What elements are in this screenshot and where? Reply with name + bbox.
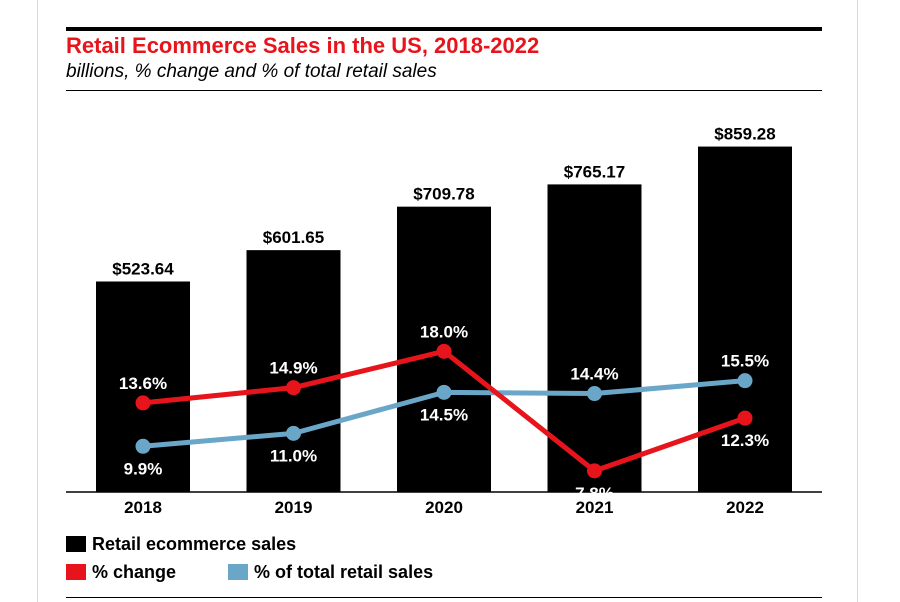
share-point-2020	[436, 384, 452, 400]
change-point-2019	[286, 380, 301, 396]
frame-left-border	[37, 0, 38, 602]
legend-label-change: % change	[92, 561, 177, 582]
legend-item-change: % change	[66, 562, 176, 583]
x-tick-label-2022: 2022	[726, 498, 764, 517]
bar-value-label-2021: $765.17	[564, 162, 625, 181]
share-point-2018	[135, 438, 151, 454]
share-point-2019	[286, 425, 301, 441]
change-label-2019: 14.9%	[269, 359, 317, 378]
bar-2018	[96, 281, 190, 492]
legend-item-sales: Retail ecommerce sales	[66, 534, 296, 555]
legend-row-1: Retail ecommerce sales	[66, 530, 485, 558]
share-label-2022: 15.5%	[721, 352, 769, 371]
legend-row-2: % change % of total retail sales	[66, 558, 485, 586]
subtitle-rule	[66, 90, 822, 91]
chart-subtitle: billions, % change and % of total retail…	[66, 61, 437, 82]
change-label-2018: 13.6%	[119, 374, 167, 393]
share-point-2021	[587, 386, 602, 402]
bar-value-label-2022: $859.28	[714, 125, 775, 144]
share-label-2020: 14.5%	[420, 405, 468, 424]
change-label-2022: 12.3%	[721, 431, 769, 450]
change-point-2018	[135, 395, 151, 411]
bar-2021	[547, 184, 642, 492]
legend-swatch-sales	[66, 536, 86, 552]
change-label-2021: 7.8%	[575, 484, 614, 503]
chart-title: Retail Ecommerce Sales in the US, 2018-2…	[66, 33, 540, 58]
share-label-2021: 14.4%	[570, 365, 618, 384]
x-tick-label-2020: 2020	[425, 498, 463, 517]
bar-value-label-2019: $601.65	[263, 228, 324, 247]
legend-swatch-share	[228, 564, 249, 580]
x-tick-label-2018: 2018	[124, 498, 162, 517]
frame-right-border	[857, 0, 858, 602]
bottom-rule	[66, 597, 822, 598]
change-point-2020	[436, 343, 452, 359]
legend-item-share: % of total retail sales	[228, 562, 433, 583]
legend-label-sales: Retail ecommerce sales	[92, 533, 297, 554]
legend-swatch-change	[66, 564, 86, 580]
share-label-2018: 9.9%	[124, 459, 163, 478]
change-label-2020: 18.0%	[420, 322, 468, 341]
x-tick-label-2021: 2021	[576, 498, 614, 517]
legend-label-share: % of total retail sales	[254, 561, 434, 582]
legend: Retail ecommerce sales % change % of tot…	[66, 530, 485, 586]
bar-2022	[698, 146, 792, 492]
change-point-2021	[587, 463, 602, 479]
x-tick-label-2019: 2019	[275, 498, 313, 517]
bar-value-label-2018: $523.64	[112, 259, 174, 278]
bar-2019	[246, 250, 341, 492]
top-rule	[66, 27, 822, 31]
share-label-2019: 11.0%	[270, 446, 317, 465]
bar-value-label-2020: $709.78	[413, 185, 474, 204]
change-point-2022	[737, 410, 753, 426]
share-point-2022	[737, 373, 753, 389]
